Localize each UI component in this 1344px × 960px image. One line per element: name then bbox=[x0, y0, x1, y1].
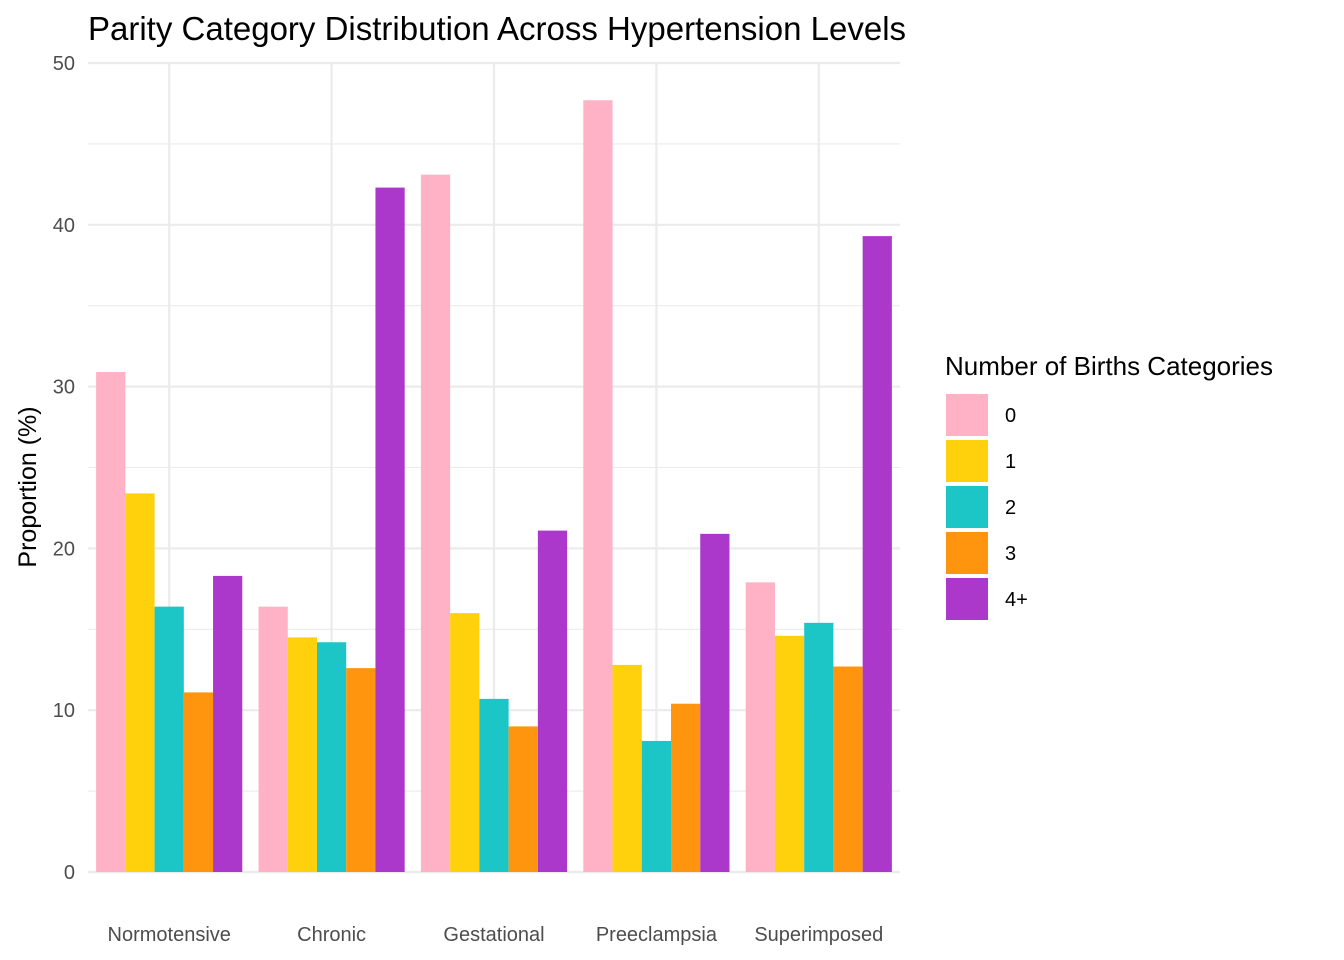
bar-preeclampsia-1 bbox=[612, 664, 642, 872]
bar-preeclampsia-0 bbox=[583, 100, 613, 873]
x-tick-label: Preeclampsia bbox=[596, 924, 718, 946]
bar-gestational-1 bbox=[450, 613, 480, 872]
bar-gestational-4plus bbox=[537, 530, 568, 872]
legend-title: Number of Births Categories bbox=[945, 351, 1273, 381]
bar-superimposed-1 bbox=[774, 635, 805, 872]
bar-normotensive-1 bbox=[125, 493, 155, 872]
bar-superimposed-0 bbox=[745, 582, 775, 872]
x-tick-label: Chronic bbox=[297, 924, 366, 946]
bar-normotensive-2 bbox=[154, 606, 184, 872]
legend-swatch bbox=[946, 532, 988, 574]
legend-label: 4+ bbox=[1005, 589, 1028, 611]
x-tick-label: Gestational bbox=[443, 924, 544, 946]
bar-superimposed-2 bbox=[804, 622, 834, 872]
legend-label: 1 bbox=[1005, 451, 1016, 473]
y-axis-label: Proportion (%) bbox=[14, 406, 42, 567]
x-axis-ticks: Normotensive Chronic Gestational Preeclamps… bbox=[108, 924, 884, 946]
bar-preeclampsia-4plus bbox=[700, 533, 730, 872]
legend-swatch bbox=[946, 440, 988, 482]
legend-swatch bbox=[946, 394, 988, 436]
bar-normotensive-4plus bbox=[213, 575, 243, 872]
chart-title: Parity Category Distribution Across Hype… bbox=[88, 10, 906, 47]
bar-chronic-3 bbox=[346, 668, 376, 872]
bar-chronic-0 bbox=[258, 606, 288, 872]
bar-chronic-2 bbox=[316, 642, 347, 872]
x-tick-label: Normotensive bbox=[108, 924, 231, 946]
bar-chronic-4plus bbox=[375, 187, 405, 872]
legend-label: 3 bbox=[1005, 543, 1016, 565]
bar-superimposed-3 bbox=[833, 666, 863, 872]
y-tick-label: 0 bbox=[64, 862, 75, 884]
legend-label: 0 bbox=[1005, 405, 1016, 427]
bar-gestational-2 bbox=[479, 698, 509, 872]
y-tick-label: 50 bbox=[53, 53, 75, 75]
legend: Number of Births Categories 0 1 2 3 4+ bbox=[945, 351, 1273, 620]
bar-gestational-0 bbox=[420, 174, 451, 873]
x-tick-label: Superimposed bbox=[754, 924, 883, 946]
bar-preeclampsia-2 bbox=[641, 740, 672, 872]
y-tick-label: 40 bbox=[53, 215, 75, 237]
legend-swatch bbox=[946, 578, 988, 620]
y-tick-label: 20 bbox=[53, 538, 75, 560]
legend-swatch bbox=[946, 486, 988, 528]
y-tick-label: 30 bbox=[53, 377, 75, 399]
y-axis-ticks: 0 10 20 30 40 50 bbox=[53, 53, 75, 884]
y-tick-label: 10 bbox=[53, 700, 75, 722]
bar-preeclampsia-3 bbox=[671, 703, 701, 872]
bar-gestational-3 bbox=[508, 726, 538, 872]
bar-superimposed-4plus bbox=[862, 236, 892, 873]
bar-normotensive-3 bbox=[183, 692, 214, 872]
bar-normotensive-0 bbox=[96, 372, 126, 872]
legend-label: 2 bbox=[1005, 497, 1016, 519]
bars bbox=[96, 100, 892, 873]
bar-chronic-1 bbox=[287, 637, 317, 872]
